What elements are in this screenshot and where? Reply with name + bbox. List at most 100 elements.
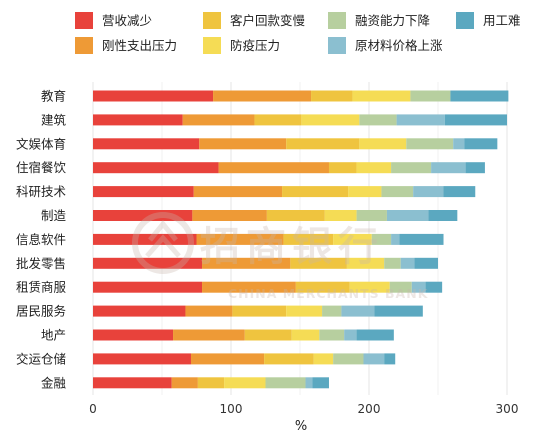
bar-segment <box>363 353 385 365</box>
bank-logo-icon <box>132 212 194 274</box>
category-label: 教育 <box>41 89 66 104</box>
bar-segment <box>93 305 186 317</box>
bar-segment <box>384 353 396 365</box>
bar-segment <box>348 186 382 198</box>
bar-segment <box>196 233 284 245</box>
category-label: 金融 <box>41 375 67 390</box>
bar-segment <box>313 353 334 365</box>
bar-segment <box>410 90 451 102</box>
legend-label: 客户回款变慢 <box>230 13 306 28</box>
bar-segment <box>384 257 401 269</box>
bar-segment <box>190 353 265 365</box>
category-label: 地产 <box>41 328 66 343</box>
bar-segment <box>93 162 219 174</box>
watermark: 招商银行 CHINA MERCHANTS BANK <box>132 212 428 301</box>
bar-segment <box>399 233 444 245</box>
bar-segment <box>93 90 214 102</box>
bar-segment <box>93 138 200 150</box>
watermark-cn: 招商银行 <box>200 224 384 270</box>
category-label: 制造 <box>41 208 67 223</box>
legend-label: 营收减少 <box>102 13 152 28</box>
bar-segment <box>224 377 266 389</box>
bar-segment <box>286 138 360 150</box>
legend-swatch <box>75 12 93 29</box>
bar-segment <box>431 162 466 174</box>
x-tick-labels: 0 100 200 300 <box>89 402 518 416</box>
bar-segment <box>349 281 390 293</box>
legend-swatch <box>75 37 93 54</box>
bar-segment <box>443 186 476 198</box>
bar-segment <box>324 210 357 221</box>
bar-segment <box>93 353 191 365</box>
bar-segment <box>312 377 329 389</box>
legend-swatch <box>456 12 474 29</box>
bar-segment <box>396 114 445 126</box>
bar-segment <box>264 353 314 365</box>
x-tick-label: 300 <box>496 402 519 416</box>
bar-segment <box>185 305 233 317</box>
bar-segment <box>444 114 507 126</box>
bar-segment <box>254 114 302 126</box>
legend-label: 刚性支出压力 <box>102 38 177 53</box>
bar-segment <box>406 138 454 150</box>
bar-segment <box>93 281 203 293</box>
bar-segment <box>199 138 287 150</box>
bar-segment <box>359 114 397 126</box>
bar-segment <box>311 90 353 102</box>
legend-label: 用工难 <box>483 13 521 28</box>
category-labels: 教育建筑文娱体育住宿餐饮科研技术制造信息软件批发零售租赁商服居民服务地产交运仓储… <box>16 89 67 391</box>
bar-segment <box>193 186 283 198</box>
bar-segment <box>305 377 313 389</box>
bar-segment <box>464 138 498 150</box>
bar-segment <box>428 210 458 221</box>
x-tick-label: 0 <box>89 402 97 416</box>
category-label: 租赁商服 <box>16 280 67 295</box>
legend-label: 融资能力下降 <box>355 13 431 28</box>
legend-swatch <box>328 12 346 29</box>
bar-segment <box>93 186 194 198</box>
legend-label: 原材料价格上涨 <box>355 38 443 53</box>
bar-segment <box>450 90 509 102</box>
bar-segment <box>356 210 387 221</box>
bar-segment <box>265 377 306 389</box>
bar-segment <box>93 233 197 245</box>
bar-segment <box>344 329 357 341</box>
bar-segment <box>413 186 444 198</box>
bar-segment <box>465 162 485 174</box>
bar-segment <box>182 114 255 126</box>
bar-segment <box>202 257 291 269</box>
bar-segment <box>93 210 193 221</box>
bar-segment <box>232 305 287 317</box>
bars <box>93 90 509 389</box>
legend-swatch <box>203 12 221 29</box>
bar-segment <box>301 114 360 126</box>
bar-segment <box>173 329 245 341</box>
bar-segment <box>213 90 312 102</box>
bar-segment <box>453 138 465 150</box>
bar-segment <box>386 210 429 221</box>
bar-segment <box>389 281 412 293</box>
bar-segment <box>290 257 347 269</box>
bar-segment <box>197 377 225 389</box>
bar-segment <box>356 329 394 341</box>
bar-segment <box>244 329 292 341</box>
bar-segment <box>400 257 415 269</box>
bar-segment <box>374 305 423 317</box>
bar-segment <box>93 377 172 389</box>
x-tick-label: 200 <box>358 402 381 416</box>
category-label: 建筑 <box>41 112 67 127</box>
bar-segment <box>322 305 342 317</box>
category-label: 科研技术 <box>16 184 67 199</box>
bar-segment <box>333 353 364 365</box>
legend-swatch <box>203 37 221 54</box>
bar-segment <box>319 329 345 341</box>
category-label: 居民服务 <box>16 304 66 319</box>
bar-segment <box>202 281 296 293</box>
category-label: 信息软件 <box>16 232 66 247</box>
bar-segment <box>266 210 325 221</box>
bar-segment <box>93 114 183 126</box>
bar-segment <box>218 162 329 174</box>
bar-segment <box>411 281 426 293</box>
